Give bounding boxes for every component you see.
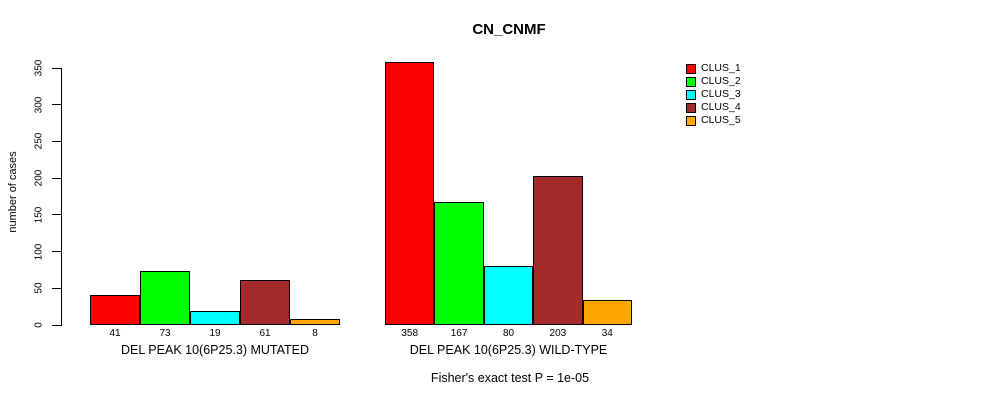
bar-value-label: 41 [109, 328, 121, 339]
y-axis-tick-label: 50 [33, 282, 45, 294]
x-group-label: DEL PEAK 10(6P25.3) MUTATED [120, 343, 310, 357]
legend-swatch-clus_1 [686, 63, 696, 74]
legend-label-clus_5: CLUS_5 [701, 114, 741, 126]
y-axis-line [61, 68, 62, 326]
y-axis-tick-label: 150 [33, 206, 45, 224]
legend-swatch-clus_5 [686, 115, 696, 126]
bar-clus_3 [190, 311, 240, 325]
y-axis-tick [52, 287, 61, 289]
bar-value-label: 34 [601, 328, 613, 339]
y-axis-tick-label: 100 [33, 243, 45, 260]
y-axis-tick-label: 250 [33, 133, 45, 150]
y-axis-tick [52, 177, 61, 179]
x-group-label: DEL PEAK 10(6P25.3) WILD-TYPE [409, 343, 608, 357]
bar-value-label: 358 [401, 328, 419, 339]
bar-clus_3 [483, 266, 534, 325]
bar-value-label: 61 [259, 328, 271, 339]
legend-swatch-clus_4 [686, 102, 696, 113]
bar-clus_4 [240, 280, 290, 325]
bar-value-label: 80 [502, 328, 515, 339]
bar-clus_5 [582, 300, 632, 325]
y-axis-tick-label: 300 [33, 96, 45, 114]
legend-label-clus_2: CLUS_2 [701, 75, 741, 87]
y-axis-tick-label: 350 [33, 59, 45, 77]
y-axis-tick [52, 214, 61, 216]
y-axis-tick [52, 140, 61, 142]
legend-label-clus_3: CLUS_3 [701, 88, 741, 100]
bar-value-label: 167 [450, 328, 468, 339]
bar-clus_5 [290, 319, 340, 325]
bar-value-label: 73 [159, 328, 171, 339]
bar-value-label: 19 [209, 328, 221, 339]
bar-clus_1 [90, 294, 140, 325]
y-axis-tick [52, 251, 61, 253]
bar-clus_2 [140, 271, 190, 325]
bar-value-label: 8 [312, 328, 318, 339]
legend-swatch-clus_3 [686, 89, 696, 100]
chart-title: CN_CNMF [472, 21, 546, 38]
bar-clus_4 [533, 175, 583, 325]
bar-clus_2 [434, 202, 484, 325]
y-axis-tick-label: 200 [33, 169, 45, 187]
y-axis-title: number of cases [7, 151, 19, 233]
y-axis-tick-label: 0 [33, 322, 45, 328]
y-axis-tick [52, 67, 61, 69]
bar-value-label: 203 [549, 328, 567, 339]
y-axis-tick [52, 324, 61, 326]
legend-label-clus_4: CLUS_4 [701, 101, 741, 113]
legend-swatch-clus_2 [686, 76, 696, 87]
legend-label-clus_1: CLUS_1 [701, 62, 741, 74]
caption-fisher-test: Fisher's exact test P = 1e-05 [430, 371, 590, 385]
y-axis-tick [52, 104, 61, 106]
bar-clus_1 [385, 62, 435, 325]
